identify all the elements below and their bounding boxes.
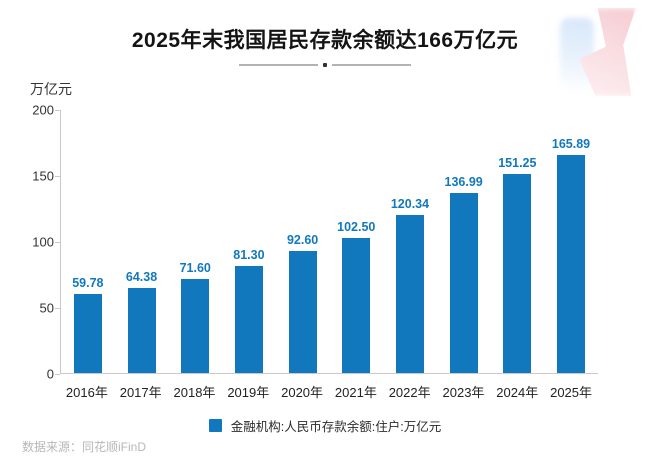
bar-value-label: 92.60	[286, 233, 319, 248]
title-underline-decoration	[239, 62, 411, 67]
x-axis-label: 2024年	[496, 385, 539, 400]
chart-title: 2025年末我国居民存款余额达166万亿元	[131, 29, 519, 52]
x-axis-label: 2017年	[119, 385, 162, 400]
data-source-note: 数据来源：同花顺iFinD	[22, 440, 147, 454]
plot-area: 59.78 64.38 71.60 81.30 92.60 102.50 120.34 136…	[60, 110, 598, 374]
x-axis-label: 2016年	[65, 385, 108, 400]
bar-value-label: 136.99	[444, 174, 483, 189]
underline-left-segment	[239, 63, 318, 66]
bar-2019年	[234, 266, 263, 373]
bar-2023年	[449, 192, 478, 373]
chart-legend: 金融机构:人民币存款余额:住户:万亿元	[0, 416, 650, 435]
bar-value-label: 64.38	[125, 270, 158, 285]
y-axis-tick-label: 150	[32, 168, 54, 184]
x-axis-label: 2018年	[173, 385, 216, 400]
bar-group-2022年: 120.34	[383, 110, 436, 373]
bar-value-label: 151.25	[498, 156, 537, 171]
y-axis-tick-label: 200	[32, 102, 54, 118]
y-axis-tick-mark	[55, 374, 60, 375]
bar-value-label: 165.89	[551, 136, 591, 151]
bar-2016年	[73, 294, 102, 373]
bar-group-2023年: 136.99	[437, 110, 490, 373]
bar-group-2016年: 59.78	[61, 110, 114, 373]
y-axis-tick-mark	[55, 242, 60, 243]
x-axis-label: 2019年	[227, 385, 270, 400]
y-axis-unit-label: 万亿元	[30, 81, 72, 97]
bar-group-2021年: 102.50	[330, 110, 383, 373]
bar-group-2018年: 71.60	[169, 110, 222, 373]
bar-group-2024年: 151.25	[491, 110, 544, 373]
y-axis-tick-mark	[55, 308, 60, 309]
y-axis-tick-label: 50	[39, 300, 54, 316]
bar-value-label: 102.50	[337, 220, 376, 235]
bar-2018年	[181, 278, 210, 373]
bar-2022年	[395, 214, 424, 373]
bar-2017年	[127, 288, 156, 373]
y-axis-tick-label: 0	[46, 366, 54, 382]
bar-2025年	[557, 154, 586, 373]
bar-2024年	[503, 174, 532, 373]
bar-value-label: 120.34	[390, 196, 430, 211]
x-axis-label: 2023年	[442, 385, 485, 400]
bar-value-label: 71.60	[179, 260, 211, 275]
bar-group-2017年: 64.38	[115, 110, 168, 373]
underline-right-segment	[332, 63, 411, 66]
underline-center-dot	[323, 62, 327, 67]
y-axis-tick-mark	[55, 110, 60, 111]
y-axis-tick-mark	[55, 176, 60, 177]
y-axis-tick-label: 100	[32, 234, 54, 250]
bar-group-2019年: 81.30	[222, 110, 275, 373]
bars-container: 59.78 64.38 71.60 81.30 92.60 102.50 120.34 136…	[61, 110, 598, 373]
bar-2020年	[288, 251, 317, 373]
x-axis-label: 2020年	[281, 385, 324, 400]
x-axis-label: 2022年	[388, 385, 431, 400]
bar-group-2020年: 92.60	[276, 110, 329, 373]
bar-2021年	[342, 238, 371, 373]
x-axis-label: 2025年	[550, 385, 593, 400]
bar-value-label: 59.78	[72, 276, 104, 291]
x-axis-labels: 2016年 2017年 2018年 2019年 2020年 2021年 2022年 2023年…	[60, 382, 598, 401]
legend-label: 金融机构:人民币存款余额:住户:万亿元	[230, 420, 442, 434]
bar-group-2025年: 165.89	[545, 110, 598, 373]
bar-value-label: 81.30	[233, 248, 265, 263]
x-axis-label: 2021年	[334, 385, 377, 400]
legend-color-swatch	[208, 419, 222, 432]
